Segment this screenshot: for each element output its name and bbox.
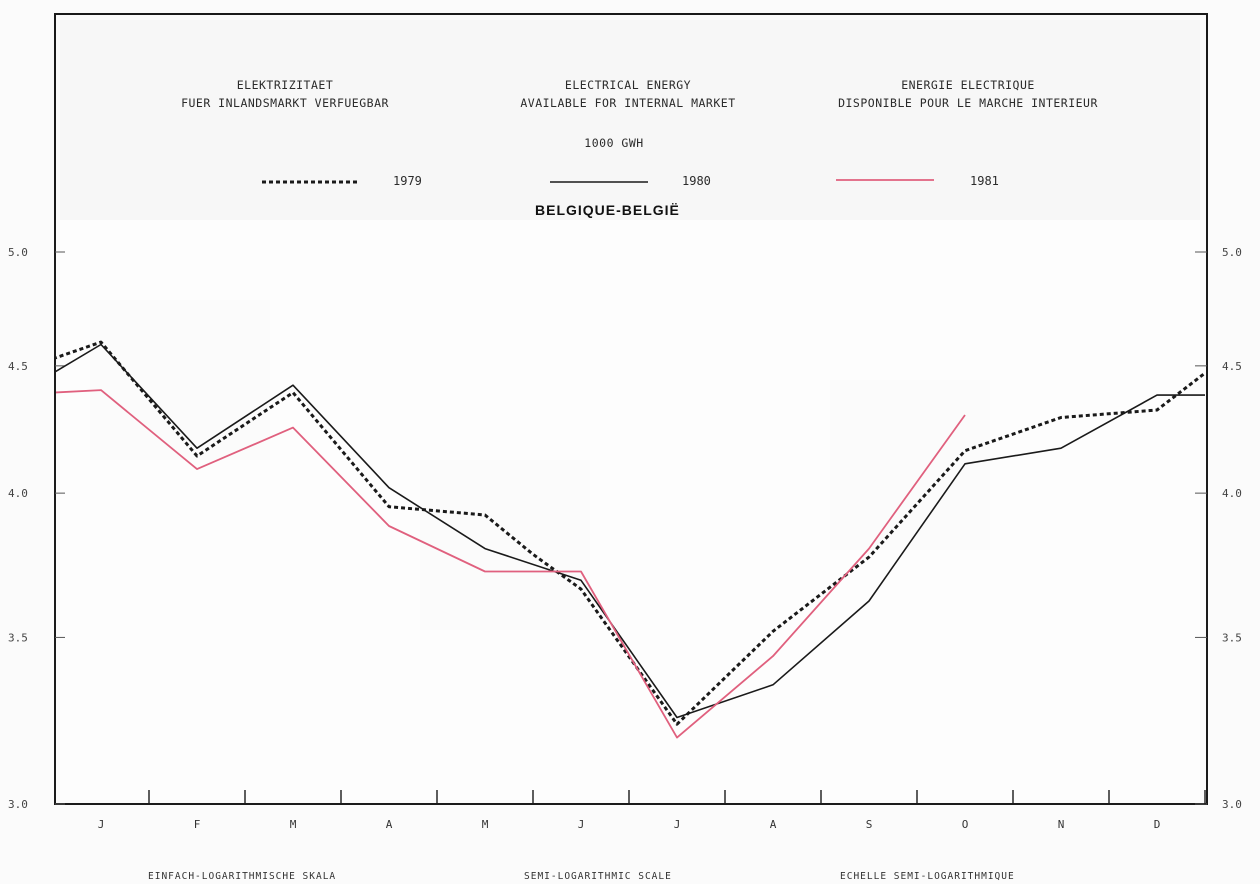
legend bbox=[262, 179, 934, 184]
series-line-1980 bbox=[56, 343, 1205, 719]
legend-label-1981: 1981 bbox=[970, 174, 999, 188]
scale-note-english: SEMI-LOGARITHMIC SCALE bbox=[524, 871, 672, 882]
title-german-line-2: FUER INLANDSMARKT VERFUEGBAR bbox=[181, 96, 389, 110]
y-tick-label-right: 3.5 bbox=[1222, 631, 1242, 644]
y-tick-label-right: 4.0 bbox=[1222, 487, 1242, 500]
y-tick-label-left: 4.0 bbox=[8, 487, 28, 500]
x-tick-label: M bbox=[482, 818, 489, 831]
x-tick-label: O bbox=[962, 818, 969, 831]
y-tick-label-right: 4.5 bbox=[1222, 360, 1242, 373]
title-french-line-1: ENERGIE ELECTRIQUE bbox=[901, 78, 1035, 92]
scale-note-german: EINFACH-LOGARITHMISCHE SKALA bbox=[148, 871, 337, 882]
x-tick-label: J bbox=[674, 818, 681, 831]
x-tick-label: M bbox=[290, 818, 297, 831]
country-label: BELGIQUE-BELGIË bbox=[535, 202, 680, 218]
y-tick-label-left: 3.0 bbox=[8, 798, 28, 811]
y-tick-label-right: 3.0 bbox=[1222, 798, 1242, 811]
y-tick-label-right: 5.0 bbox=[1222, 246, 1242, 259]
x-tick-label: J bbox=[578, 818, 585, 831]
title-english-line-2: AVAILABLE FOR INTERNAL MARKET bbox=[520, 96, 736, 110]
scale-note-french: ECHELLE SEMI-LOGARITHMIQUE bbox=[840, 871, 1015, 882]
series-line-1979 bbox=[56, 340, 1206, 726]
y-tick-label-left: 4.5 bbox=[8, 360, 28, 373]
title-german-line-1: ELEKTRIZITAET bbox=[236, 78, 334, 92]
legend-label-1980: 1980 bbox=[682, 174, 711, 188]
x-tick-label: S bbox=[866, 818, 873, 831]
x-tick-label: A bbox=[386, 818, 393, 831]
x-tick-label: A bbox=[770, 818, 777, 831]
legend-label-1979: 1979 bbox=[393, 174, 422, 188]
title-french-line-2: DISPONIBLE POUR LE MARCHE INTERIEUR bbox=[838, 96, 1098, 110]
plot-frame bbox=[54, 13, 1208, 805]
x-tick-label: J bbox=[98, 818, 105, 831]
y-tick-label-left: 3.5 bbox=[8, 631, 28, 644]
x-tick-label: F bbox=[194, 818, 201, 831]
y-axis-right: 3.0 3.5 4.0 4.5 5.0 bbox=[1195, 246, 1242, 811]
y-tick-label-left: 5.0 bbox=[8, 246, 28, 259]
series-layer bbox=[56, 340, 1206, 739]
series-line-1981 bbox=[56, 389, 966, 739]
x-tick-label: D bbox=[1154, 818, 1161, 831]
x-tick-label: N bbox=[1058, 818, 1065, 831]
unit-label: 1000 GWH bbox=[584, 136, 644, 150]
y-axis-left: 3.0 3.5 4.0 4.5 5.0 bbox=[8, 246, 65, 811]
title-english-line-1: ELECTRICAL ENERGY bbox=[564, 78, 692, 92]
